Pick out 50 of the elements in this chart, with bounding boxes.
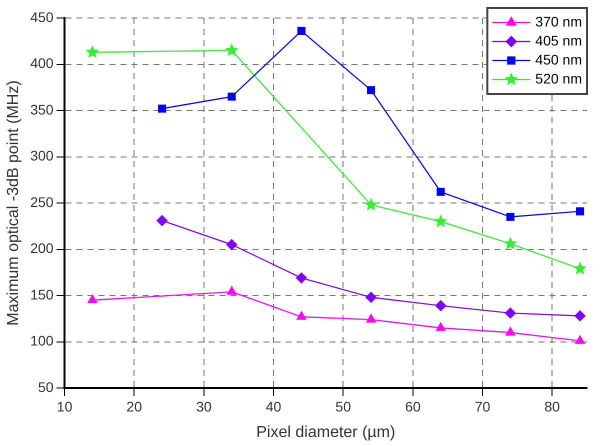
x-tick-label: 60	[405, 398, 421, 414]
point	[226, 286, 237, 295]
point	[506, 327, 516, 336]
point	[436, 188, 445, 196]
point	[225, 43, 238, 56]
x-tick-label: 50	[335, 398, 352, 414]
y-tick-label: 350	[30, 101, 54, 118]
point	[156, 215, 168, 226]
x-tick-label: 10	[56, 398, 73, 414]
point	[158, 104, 166, 113]
x-tick-label: 20	[126, 398, 142, 414]
point	[86, 45, 100, 58]
point	[228, 92, 236, 101]
point	[574, 310, 586, 322]
point	[435, 300, 446, 312]
point	[88, 294, 98, 304]
point	[226, 239, 238, 250]
point	[366, 314, 376, 323]
y-tick-label: 50	[38, 378, 54, 395]
point	[504, 308, 516, 319]
y-tick-label: 150	[30, 286, 54, 302]
point	[436, 322, 446, 331]
y-axis-title: Maximum optical -3dB point (MHz)	[5, 80, 22, 326]
x-tick-label: 40	[266, 398, 282, 414]
x-axis-title: Pixel diameter (µm)	[256, 424, 396, 441]
y-tick-label: 400	[30, 55, 54, 72]
point	[366, 292, 377, 303]
x-tick-label: 70	[474, 398, 491, 414]
y-tick-label: 300	[30, 148, 54, 164]
legend-label: 405 nm	[535, 32, 582, 48]
y-tick-label: 250	[30, 194, 54, 210]
point	[575, 335, 585, 344]
point	[296, 311, 306, 320]
point	[364, 198, 378, 211]
legend-label: 370 nm	[535, 13, 582, 30]
y-tick-label: 200	[30, 240, 54, 256]
x-tick-label: 80	[544, 398, 560, 414]
point	[297, 26, 306, 35]
point	[434, 214, 448, 228]
legend-label: 520 nm	[535, 70, 582, 86]
y-tick-label: 100	[30, 332, 54, 349]
y-tick-label: 450	[30, 8, 54, 25]
x-tick-label: 30	[196, 398, 212, 414]
point	[367, 86, 376, 94]
point	[506, 212, 514, 221]
point	[573, 262, 587, 274]
legend-label: 450 nm	[535, 51, 582, 68]
point	[576, 207, 584, 216]
point	[296, 272, 307, 284]
point	[504, 236, 518, 250]
